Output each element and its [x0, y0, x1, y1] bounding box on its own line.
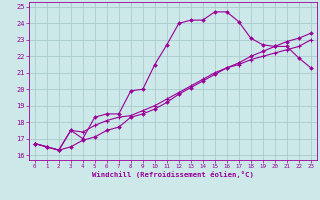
X-axis label: Windchill (Refroidissement éolien,°C): Windchill (Refroidissement éolien,°C)	[92, 171, 254, 178]
